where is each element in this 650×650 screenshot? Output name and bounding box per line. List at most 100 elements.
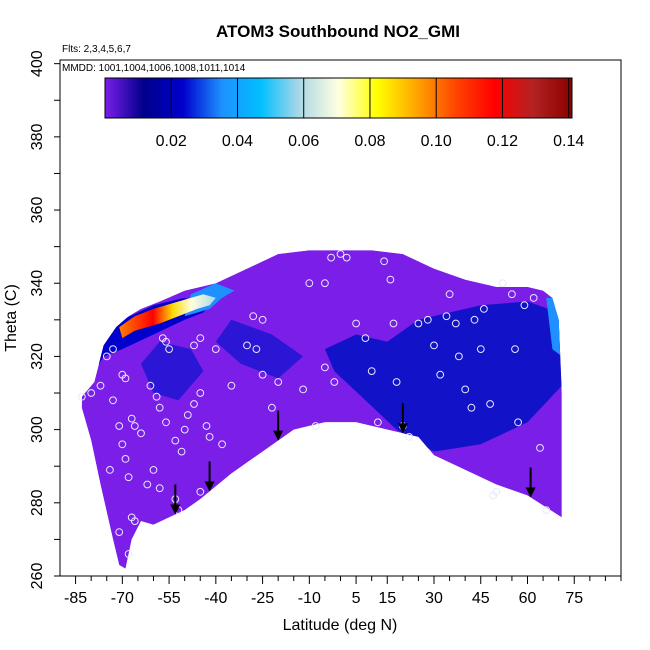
y-tick-label: 360 bbox=[29, 197, 46, 224]
data-point bbox=[352, 319, 361, 328]
x-tick-label: -85 bbox=[64, 590, 87, 607]
data-point bbox=[143, 480, 152, 489]
data-point bbox=[130, 517, 139, 525]
data-point bbox=[498, 279, 507, 288]
data-point bbox=[470, 315, 479, 324]
x-tick-label: 45 bbox=[472, 590, 490, 607]
data-point bbox=[508, 290, 516, 299]
colorbar-tick-label: 0.10 bbox=[421, 133, 452, 150]
data-point bbox=[124, 550, 133, 558]
data-point bbox=[155, 403, 164, 412]
data-point bbox=[268, 403, 276, 412]
data-point bbox=[211, 345, 220, 354]
y-tick-label: 280 bbox=[29, 489, 46, 516]
data-point bbox=[137, 429, 145, 438]
data-point bbox=[171, 436, 180, 445]
minimum-arrow bbox=[204, 461, 215, 492]
data-point bbox=[202, 422, 211, 430]
data-point bbox=[180, 425, 189, 434]
data-point bbox=[389, 319, 398, 328]
data-point bbox=[109, 396, 117, 405]
colorbar: 0.02 0.04 0.06 0.08 0.10 0.12 0.14 bbox=[104, 77, 584, 150]
data-point bbox=[183, 411, 192, 419]
data-point bbox=[252, 345, 261, 354]
data-point bbox=[480, 305, 488, 313]
y-tick-label: 320 bbox=[29, 343, 46, 370]
data-point bbox=[196, 389, 205, 397]
data-point bbox=[158, 334, 167, 343]
data-point bbox=[451, 319, 460, 328]
data-point bbox=[115, 422, 124, 430]
data-point bbox=[392, 378, 401, 386]
data-point bbox=[205, 433, 214, 441]
data-point bbox=[102, 352, 111, 361]
data-point bbox=[243, 341, 251, 350]
data-point bbox=[336, 250, 345, 258]
data-point bbox=[311, 422, 320, 430]
minimum-arrow bbox=[397, 403, 408, 434]
data-point bbox=[321, 279, 329, 288]
data-point bbox=[87, 389, 96, 397]
colorbar-tick-label: 0.14 bbox=[553, 133, 584, 150]
x-tick-label: 15 bbox=[378, 590, 396, 607]
x-tick-label: -55 bbox=[158, 590, 181, 607]
high-zone bbox=[119, 294, 216, 339]
data-point bbox=[77, 392, 86, 401]
data-point bbox=[442, 312, 451, 321]
data-point bbox=[342, 253, 351, 262]
data-point bbox=[436, 370, 445, 379]
data-point bbox=[121, 455, 130, 463]
data-point bbox=[177, 447, 186, 456]
dark-region bbox=[141, 341, 204, 401]
data-point bbox=[274, 378, 283, 386]
data-point bbox=[492, 487, 501, 496]
y-axis-title: Theta (C) bbox=[3, 284, 20, 352]
data-point bbox=[249, 312, 258, 321]
data-point bbox=[374, 418, 382, 427]
x-axis-title: Latitude (deg N) bbox=[283, 617, 398, 634]
data-point bbox=[109, 345, 117, 354]
fringe-region bbox=[81, 297, 210, 393]
x-tick-label: 5 bbox=[352, 590, 361, 607]
data-point bbox=[467, 403, 476, 412]
data-point bbox=[130, 422, 139, 430]
data-point bbox=[529, 294, 538, 302]
data-point bbox=[445, 290, 454, 299]
data-point bbox=[511, 345, 519, 354]
y-tick-label: 300 bbox=[29, 416, 46, 443]
data-point bbox=[361, 334, 370, 343]
data-point bbox=[461, 385, 470, 394]
minimum-arrow bbox=[525, 467, 536, 498]
x-axis: -85 -70 -55 -40 -25 -10 5 15 30 45 60 75 bbox=[64, 576, 622, 607]
data-point bbox=[520, 301, 529, 310]
minimum-arrow bbox=[273, 410, 284, 441]
data-point bbox=[258, 370, 267, 379]
data-point bbox=[118, 440, 127, 449]
data-point bbox=[367, 367, 376, 376]
data-point bbox=[124, 473, 133, 482]
data-point bbox=[106, 466, 114, 474]
colorbar-tick-label: 0.04 bbox=[222, 133, 253, 150]
data-point bbox=[299, 385, 308, 394]
data-point bbox=[190, 341, 198, 350]
y-axis: 260 280 300 320 340 360 380 400 bbox=[29, 50, 60, 589]
data-point bbox=[155, 484, 164, 493]
data-point bbox=[476, 345, 485, 354]
minimum-arrow bbox=[170, 484, 181, 515]
x-tick-label: 75 bbox=[565, 590, 583, 607]
colorbar-tick-label: 0.06 bbox=[288, 133, 319, 150]
data-point bbox=[149, 466, 158, 474]
data-point bbox=[258, 315, 267, 324]
data-point bbox=[121, 374, 130, 383]
colorbar-tick-label: 0.12 bbox=[487, 133, 518, 150]
data-point bbox=[330, 378, 339, 386]
data-point bbox=[405, 433, 414, 441]
chart-title: ATOM3 Southbound NO2_GMI bbox=[216, 22, 460, 41]
colorbar-gradient bbox=[104, 77, 573, 119]
mmdd-label: MMDD: 1001,1004,1006,1008,1011,1014 bbox=[62, 63, 246, 74]
data-point bbox=[196, 487, 205, 496]
data-point bbox=[127, 414, 136, 423]
y-tick-label: 400 bbox=[29, 50, 46, 77]
y-tick-label: 380 bbox=[29, 123, 46, 150]
